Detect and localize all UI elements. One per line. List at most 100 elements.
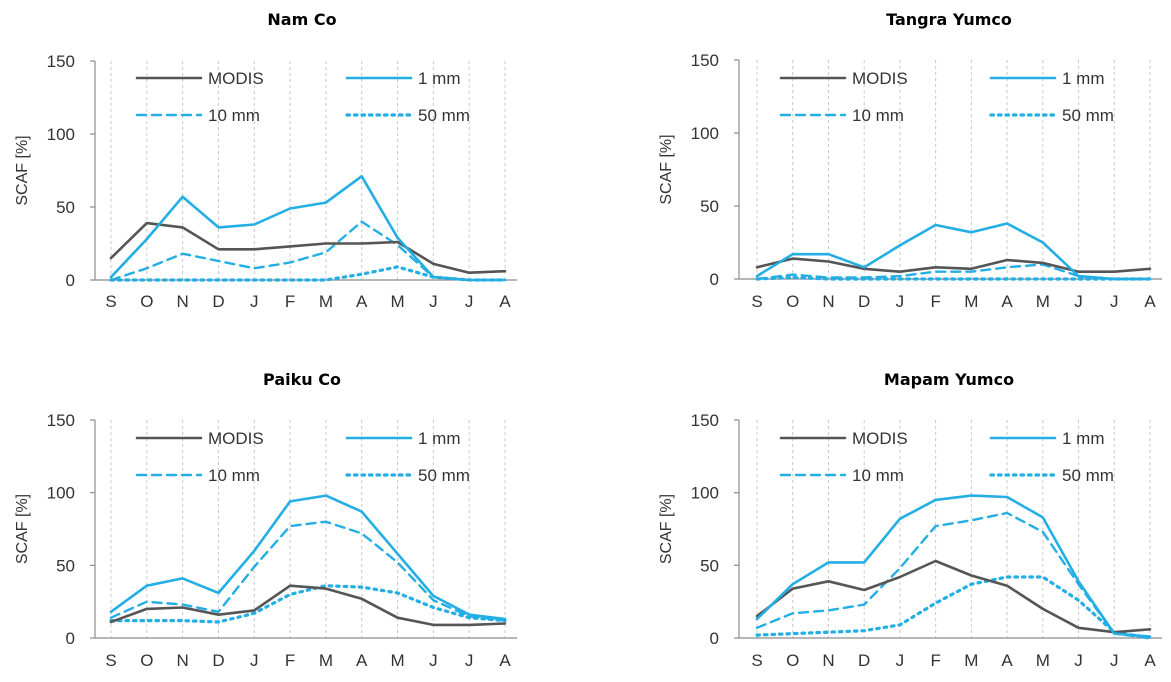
legend-label-50-mm: 50 mm — [1062, 466, 1114, 485]
x-tick-label: J — [1110, 651, 1119, 670]
x-tick-label: O — [140, 651, 153, 670]
x-tick-label: F — [285, 292, 295, 311]
y-tick-label: 50 — [700, 197, 719, 216]
legend-label-10-mm: 10 mm — [208, 466, 260, 485]
series-line-modis — [109, 221, 507, 275]
x-tick-label: A — [1144, 651, 1156, 670]
x-tick-label: J — [250, 292, 259, 311]
x-tick-label: J — [1110, 292, 1119, 311]
y-axis-label: SCAF [%] — [658, 134, 675, 204]
y-tick-label: 150 — [691, 411, 719, 430]
x-tick-label: A — [356, 651, 368, 670]
x-tick-label: J — [896, 292, 905, 311]
x-tick-label: M — [964, 292, 978, 311]
x-tick-label: M — [1036, 292, 1050, 311]
series-line-50-mm — [755, 275, 1152, 281]
y-tick-label: 50 — [56, 556, 75, 575]
chart-title: Paiku Co — [263, 370, 341, 389]
y-tick-label: 0 — [710, 629, 719, 648]
series-line-10-mm — [755, 511, 1152, 640]
y-tick-label: 50 — [56, 198, 75, 217]
y-axis-label: SCAF [%] — [14, 135, 31, 205]
legend-label-1-mm: 1 mm — [418, 429, 461, 448]
y-tick-label: 0 — [710, 270, 719, 289]
x-tick-label: J — [429, 651, 438, 670]
series-line-1-mm — [109, 175, 507, 282]
x-tick-label: S — [105, 292, 116, 311]
y-tick-label: 0 — [66, 629, 75, 648]
x-tick-label: M — [390, 651, 404, 670]
x-tick-label: A — [356, 292, 368, 311]
y-tick-label: 150 — [47, 411, 75, 430]
y-tick-label: 100 — [691, 484, 719, 503]
series-line-modis — [755, 257, 1152, 274]
series-line-50-mm — [109, 584, 507, 624]
legend: MODIS 1 mm 10 mm 50 mm — [135, 69, 470, 125]
series-line-1-mm — [755, 494, 1152, 638]
legend-label-modis: MODIS — [208, 69, 264, 88]
legend-label-1-mm: 1 mm — [1062, 69, 1105, 88]
x-tick-label: J — [896, 651, 905, 670]
x-tick-label: S — [751, 292, 762, 311]
x-tick-label: F — [930, 651, 940, 670]
x-tick-label: A — [1001, 292, 1013, 311]
x-tick-label: J — [1074, 651, 1083, 670]
x-tick-label: D — [212, 651, 224, 670]
x-tick-label: D — [212, 292, 224, 311]
x-tick-label: O — [140, 292, 153, 311]
x-tick-label: A — [499, 651, 511, 670]
y-tick-label: 0 — [66, 271, 75, 290]
chart-panel-tangra-yumco: Tangra Yumco 0 50 100 150 S O N D J F M A M J J A SCAF [%… — [658, 10, 1162, 311]
x-tick-label: M — [1036, 651, 1050, 670]
chart-panel-nam-co: Nam Co 0 50 100 150 S O N D J F M A M J J A SCAF [%] MODIS… — [14, 10, 517, 311]
x-tick-label: D — [858, 651, 870, 670]
x-tick-label: J — [465, 292, 474, 311]
y-tick-label: 150 — [47, 52, 75, 71]
y-tick-label: 150 — [691, 51, 719, 70]
series-line-modis — [755, 559, 1152, 634]
legend-label-50-mm: 50 mm — [418, 106, 470, 125]
x-tick-label: M — [319, 292, 333, 311]
x-tick-label: F — [285, 651, 295, 670]
chart-title: Nam Co — [267, 10, 336, 29]
x-tick-label: M — [964, 651, 978, 670]
x-tick-label: J — [429, 292, 438, 311]
x-tick-label: J — [1074, 292, 1083, 311]
x-tick-label: N — [176, 292, 188, 311]
x-tick-label: M — [390, 292, 404, 311]
x-tick-label: M — [319, 651, 333, 670]
x-tick-label: O — [786, 292, 799, 311]
legend: MODIS 1 mm 10 mm 50 mm — [135, 429, 470, 485]
series-line-10-mm — [109, 220, 507, 282]
chart-panel-mapam-yumco: Mapam Yumco 0 50 100 150 S O N D J F M A M J J A SCAF [%]… — [658, 370, 1162, 670]
x-tick-label: F — [930, 292, 940, 311]
x-tick-label: S — [105, 651, 116, 670]
legend-label-1-mm: 1 mm — [1062, 429, 1105, 448]
x-tick-label: J — [250, 651, 259, 670]
series-line-1-mm — [755, 222, 1152, 281]
legend-label-50-mm: 50 mm — [1062, 106, 1114, 125]
series-line-50-mm — [755, 575, 1152, 640]
chart-title: Mapam Yumco — [884, 370, 1014, 389]
y-tick-label: 100 — [691, 124, 719, 143]
series-line-10-mm — [109, 520, 507, 622]
legend-label-1-mm: 1 mm — [418, 69, 461, 88]
legend-label-modis: MODIS — [208, 429, 264, 448]
x-tick-label: N — [822, 292, 834, 311]
series-line-1-mm — [109, 494, 507, 621]
x-tick-label: S — [751, 651, 762, 670]
legend-label-modis: MODIS — [852, 429, 908, 448]
x-tick-label: D — [858, 292, 870, 311]
y-tick-label: 50 — [700, 556, 719, 575]
x-tick-label: A — [1144, 292, 1156, 311]
legend: MODIS 1 mm 10 mm 50 mm — [779, 69, 1114, 125]
x-tick-label: J — [465, 651, 474, 670]
x-tick-label: N — [176, 651, 188, 670]
x-tick-label: A — [1001, 651, 1013, 670]
x-tick-label: A — [499, 292, 511, 311]
legend-label-10-mm: 10 mm — [852, 106, 904, 125]
y-axis-label: SCAF [%] — [658, 494, 675, 564]
chart-title: Tangra Yumco — [886, 10, 1012, 29]
x-tick-label: O — [786, 651, 799, 670]
